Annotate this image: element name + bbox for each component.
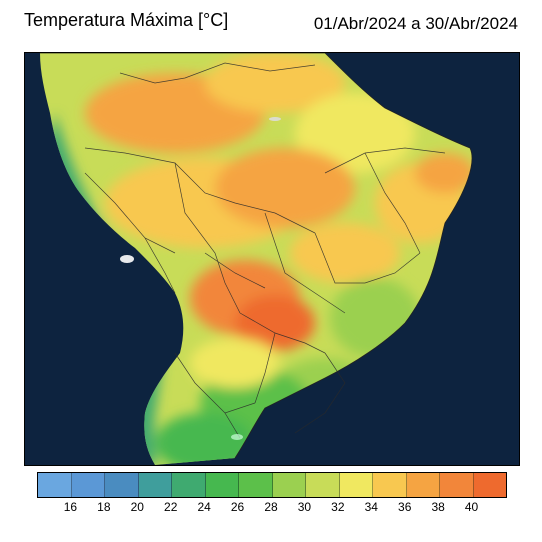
colorbar-tick-label: 18 [97, 500, 111, 514]
colorbar-tick-label: 24 [197, 500, 211, 514]
colorbar-swatch [406, 473, 440, 497]
colorbar-tick-label: 20 [130, 500, 144, 514]
colorbar-swatch [38, 473, 72, 497]
colorbar-swatch [440, 473, 474, 497]
colorbar-swatch [138, 473, 172, 497]
map-title: Temperatura Máxima [°C] [24, 10, 229, 30]
colorbar-swatch [473, 473, 506, 497]
date-range: 01/Abr/2024 a 30/Abr/2024 [313, 14, 518, 33]
colorbar-swatch [105, 473, 139, 497]
colorbar-swatch [172, 473, 206, 497]
colorbar-swatch [272, 473, 306, 497]
colorbar-tick-label: 16 [63, 500, 78, 514]
colorbar-swatch [205, 473, 239, 497]
map-canvas [25, 53, 519, 465]
colorbar-tick-label: 26 [230, 500, 245, 514]
colorbar-swatch [239, 473, 273, 497]
colorbar-tick-label: 34 [364, 500, 378, 514]
colorbar-swatch [339, 473, 373, 497]
colorbar-tick-label: 30 [297, 500, 312, 514]
temperature-colorbar [37, 472, 507, 498]
colorbar-tick-label: 22 [164, 500, 178, 514]
colorbar-swatch [373, 473, 407, 497]
colorbar-ticks: 16 18 20 22 24 26 28 30 32 34 36 38 40 [37, 500, 505, 518]
colorbar-tick-label: 28 [264, 500, 278, 514]
colorbar-tick-label: 32 [331, 500, 345, 514]
temperature-map [24, 52, 520, 466]
colorbar-swatch [71, 473, 105, 497]
colorbar-tick-label: 40 [464, 500, 479, 514]
colorbar-tick-label: 36 [398, 500, 412, 514]
colorbar-tick-label: 38 [431, 500, 445, 514]
colorbar-swatch [306, 473, 340, 497]
